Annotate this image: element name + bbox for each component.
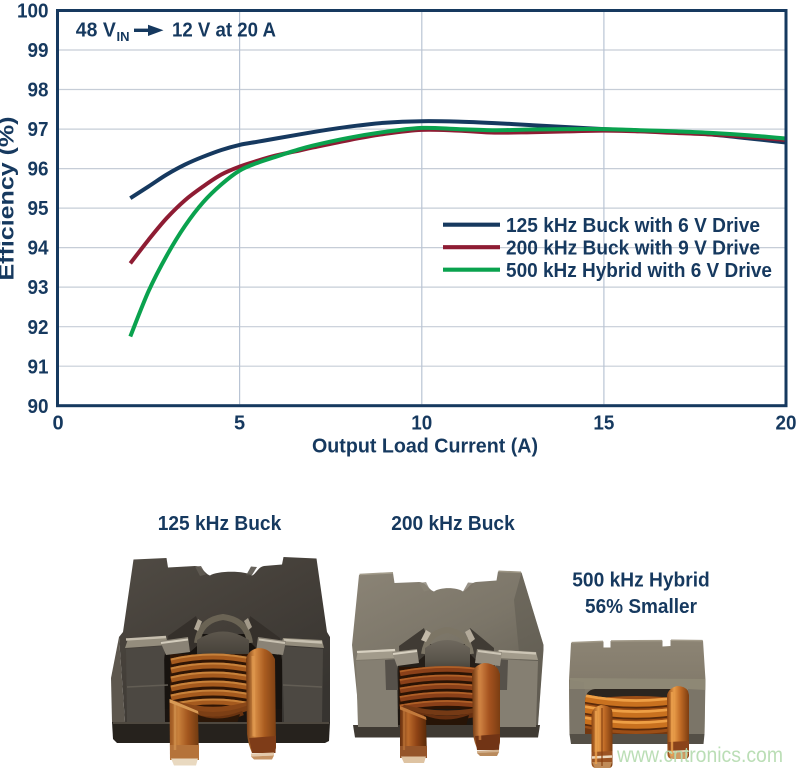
svg-text:48 V: 48 V xyxy=(76,20,117,42)
svg-text:96: 96 xyxy=(28,159,49,181)
svg-text:98: 98 xyxy=(28,80,49,102)
svg-text:56% Smaller: 56% Smaller xyxy=(585,596,697,618)
svg-text:90: 90 xyxy=(28,396,49,418)
svg-text:500 kHz Hybrid with 6 V Drive: 500 kHz Hybrid with 6 V Drive xyxy=(506,260,772,282)
svg-text:97: 97 xyxy=(28,119,49,141)
svg-text:100: 100 xyxy=(17,1,49,23)
svg-text:93: 93 xyxy=(28,277,49,299)
svg-text:125 kHz Buck with 6 V Drive: 125 kHz Buck with 6 V Drive xyxy=(506,215,760,237)
svg-text:91: 91 xyxy=(28,356,49,378)
svg-text:99: 99 xyxy=(28,40,49,62)
svg-text:20: 20 xyxy=(776,413,797,435)
svg-text:Efficiency (%): Efficiency (%) xyxy=(0,117,19,281)
svg-text:12 V at 20 A: 12 V at 20 A xyxy=(172,20,276,42)
svg-text:125 kHz Buck: 125 kHz Buck xyxy=(158,513,282,535)
svg-text:94: 94 xyxy=(28,238,50,260)
svg-text:200 kHz Buck: 200 kHz Buck xyxy=(391,513,515,535)
svg-text:www.cntronics.com: www.cntronics.com xyxy=(616,744,783,767)
svg-text:200 kHz Buck with 9 V Drive: 200 kHz Buck with 9 V Drive xyxy=(506,237,760,259)
svg-text:10: 10 xyxy=(411,413,432,435)
svg-text:0: 0 xyxy=(52,413,63,435)
svg-text:IN: IN xyxy=(117,29,130,44)
svg-text:92: 92 xyxy=(28,317,49,339)
svg-text:Output Load Current (A): Output Load Current (A) xyxy=(312,435,538,458)
svg-text:500 kHz Hybrid: 500 kHz Hybrid xyxy=(572,570,710,592)
svg-text:5: 5 xyxy=(234,413,245,435)
svg-text:95: 95 xyxy=(28,198,49,220)
svg-text:15: 15 xyxy=(593,413,614,435)
